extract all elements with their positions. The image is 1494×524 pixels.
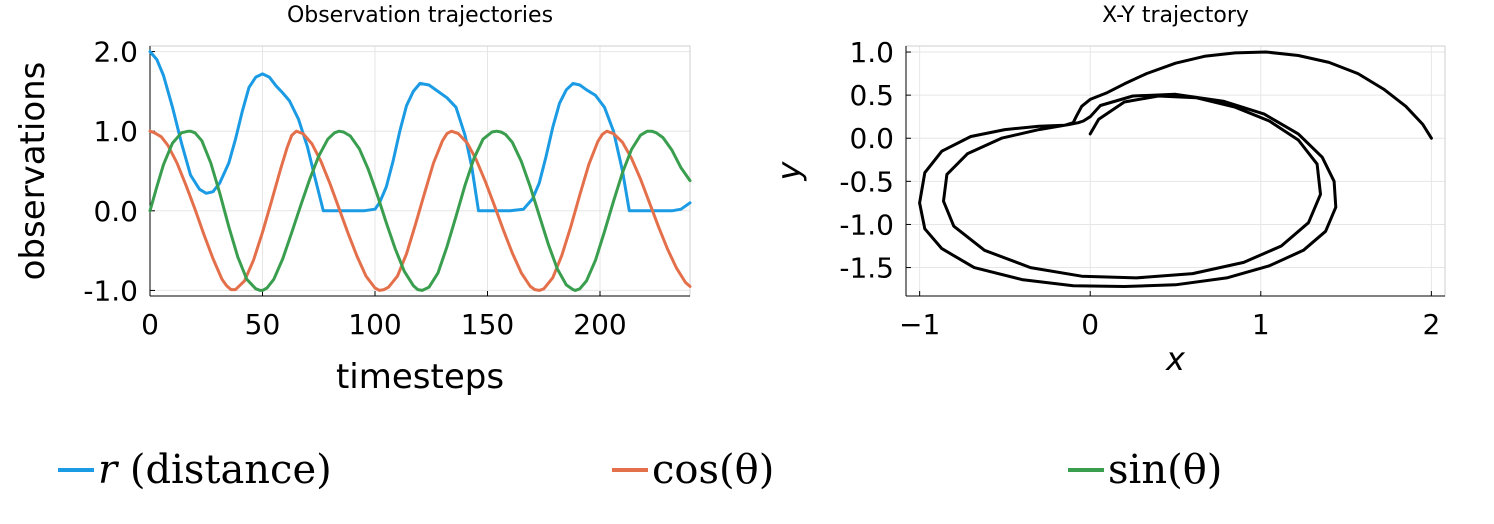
legend-item-cos: cos(θ) (612, 440, 774, 500)
legend-swatch-cos (612, 468, 648, 472)
x-axis-label: x (1165, 340, 1186, 378)
series-line-2 (148, 129, 692, 292)
x-tick-label: 2 (1422, 308, 1440, 341)
y-tick-label: 0.5 (849, 79, 894, 112)
x-tick-label: 200 (573, 308, 626, 341)
legend-label-distance: r (distance) (98, 447, 332, 493)
chart-title: Observation trajectories (287, 3, 553, 28)
y-axis-label: y (770, 160, 808, 181)
y-tick-label: -1.5 (839, 252, 894, 285)
y-tick-label: 1.0 (849, 36, 894, 69)
y-tick-label: 0.0 (93, 195, 138, 228)
x-tick-label: 50 (245, 308, 281, 341)
chart-title: X-Y trajectory (1102, 3, 1249, 28)
y-tick-label: 0.0 (849, 122, 894, 155)
y-tick-label: -0.5 (839, 165, 894, 198)
x-tick-label: −1 (899, 308, 940, 341)
y-tick-label: -1.0 (839, 208, 894, 241)
legend-item-sin: sin(θ) (1068, 440, 1222, 500)
xy-trajectory-plot: −1 0 1 2 -1.5 -1.0 -0.5 0.0 0.5 1.0 X-Y trajectory… (770, 3, 1446, 378)
x-tick-label: 100 (348, 308, 401, 341)
legend-label-sin: sin(θ) (1108, 447, 1223, 493)
y-tick-label: 2.0 (93, 36, 138, 69)
x-tick-label: 0 (1081, 308, 1099, 341)
series-line-3 (148, 129, 692, 292)
legend-swatch-sin (1068, 468, 1104, 472)
legend-swatch-distance (58, 468, 94, 472)
x-tick-label: 0 (141, 308, 159, 341)
series-line-1 (148, 50, 692, 213)
x-tick-label: 1 (1252, 308, 1270, 341)
observation-trajectories-plot: 0 50 100 150 200 -1.0 0.0 1.0 2.0 Observation tra… (13, 3, 692, 397)
plot-frame (905, 45, 1446, 297)
y-tick-label: -1.0 (83, 274, 138, 307)
y-tick-label: 1.0 (93, 115, 138, 148)
legend-item-distance: r (distance) (58, 440, 332, 500)
series-line-1 (918, 50, 1433, 288)
legend-label-cos: cos(θ) (652, 447, 775, 493)
x-axis-label: timesteps (336, 357, 504, 397)
y-axis-label: observations (13, 62, 53, 281)
x-tick-label: 150 (461, 308, 514, 341)
